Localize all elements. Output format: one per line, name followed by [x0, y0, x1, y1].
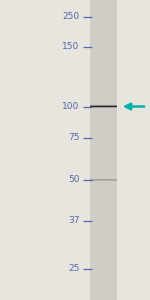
Text: 37: 37 — [68, 216, 80, 225]
Text: 50: 50 — [68, 176, 80, 184]
Text: 75: 75 — [68, 134, 80, 142]
Bar — [90, 0, 117, 300]
Text: 250: 250 — [62, 12, 80, 21]
Text: 150: 150 — [62, 42, 80, 51]
Text: 100: 100 — [62, 102, 80, 111]
Text: 25: 25 — [68, 264, 80, 273]
